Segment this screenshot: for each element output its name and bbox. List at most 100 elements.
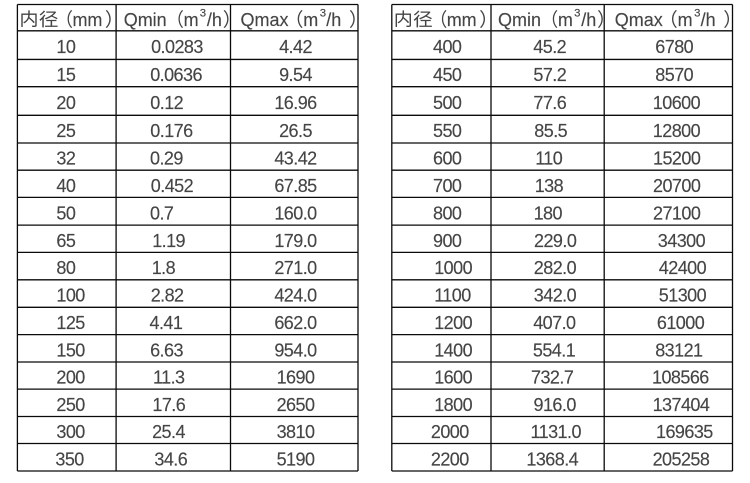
svg-text:Qmin: Qmin xyxy=(498,10,541,30)
svg-text:1800: 1800 xyxy=(434,395,472,415)
svg-text:407.0: 407.0 xyxy=(533,313,576,333)
svg-text:m: m xyxy=(678,10,693,30)
svg-text:15: 15 xyxy=(56,65,75,85)
svg-text:3: 3 xyxy=(574,7,580,19)
svg-text:83121: 83121 xyxy=(655,340,703,360)
svg-text:300: 300 xyxy=(56,422,85,442)
svg-text:160.0: 160.0 xyxy=(274,203,317,223)
svg-text:25: 25 xyxy=(56,121,75,141)
svg-text:800: 800 xyxy=(433,203,462,223)
svg-text:50: 50 xyxy=(56,203,75,223)
svg-text:229.0: 229.0 xyxy=(534,231,577,251)
svg-text:0.29: 0.29 xyxy=(150,149,183,169)
svg-text:1200: 1200 xyxy=(434,313,472,333)
svg-text:3: 3 xyxy=(200,7,206,19)
svg-text:17.6: 17.6 xyxy=(152,395,185,415)
svg-text:67.85: 67.85 xyxy=(274,176,317,196)
svg-text:916.0: 916.0 xyxy=(534,395,577,415)
svg-text:1.8: 1.8 xyxy=(152,258,176,278)
svg-text:16.96: 16.96 xyxy=(274,93,317,113)
svg-text:m: m xyxy=(558,10,573,30)
svg-text:450: 450 xyxy=(433,65,462,85)
svg-text:2650: 2650 xyxy=(277,395,315,415)
svg-text:0.0636: 0.0636 xyxy=(150,65,202,85)
svg-text:42400: 42400 xyxy=(659,258,707,278)
svg-text:137404: 137404 xyxy=(653,395,710,415)
svg-text:271.0: 271.0 xyxy=(274,258,317,278)
svg-text:554.1: 554.1 xyxy=(533,340,576,360)
svg-text:9.54: 9.54 xyxy=(279,65,312,85)
svg-text:1000: 1000 xyxy=(434,258,472,278)
svg-text:8570: 8570 xyxy=(655,65,693,85)
svg-text:/h: /h xyxy=(581,10,596,30)
svg-text:6.63: 6.63 xyxy=(150,340,183,360)
svg-text:10: 10 xyxy=(56,37,75,57)
svg-text:20700: 20700 xyxy=(653,176,701,196)
svg-text:57.2: 57.2 xyxy=(533,65,566,85)
svg-text:32: 32 xyxy=(56,149,75,169)
svg-text:10600: 10600 xyxy=(653,93,701,113)
svg-text:27100: 27100 xyxy=(653,203,701,223)
svg-text:600: 600 xyxy=(433,149,462,169)
svg-text:0.0283: 0.0283 xyxy=(151,37,203,57)
svg-text:40: 40 xyxy=(56,176,75,196)
svg-text:954.0: 954.0 xyxy=(274,340,317,360)
svg-text:45.2: 45.2 xyxy=(533,37,566,57)
svg-text:342.0: 342.0 xyxy=(534,286,577,306)
svg-text:1.19: 1.19 xyxy=(152,231,185,251)
svg-text:732.7: 732.7 xyxy=(531,368,574,388)
svg-text:12800: 12800 xyxy=(653,121,701,141)
svg-text:0.452: 0.452 xyxy=(151,176,194,196)
svg-text:65: 65 xyxy=(56,231,75,251)
svg-text:11.3: 11.3 xyxy=(153,368,185,388)
svg-text:138: 138 xyxy=(535,176,564,196)
svg-text:80: 80 xyxy=(56,258,75,278)
svg-text:550: 550 xyxy=(433,121,462,141)
svg-text:85.5: 85.5 xyxy=(534,121,567,141)
svg-text:2000: 2000 xyxy=(431,422,469,442)
svg-text:15200: 15200 xyxy=(653,149,701,169)
svg-text:282.0: 282.0 xyxy=(534,258,577,278)
svg-text:Qmin: Qmin xyxy=(124,10,167,30)
svg-text:20: 20 xyxy=(56,93,75,113)
svg-text:0.12: 0.12 xyxy=(150,93,183,113)
svg-text:0.176: 0.176 xyxy=(150,121,193,141)
svg-text:125: 125 xyxy=(56,313,85,333)
svg-text:0.7: 0.7 xyxy=(150,203,174,223)
svg-text:250: 250 xyxy=(56,395,85,415)
svg-text:4.41: 4.41 xyxy=(150,313,183,333)
svg-text:4.42: 4.42 xyxy=(279,37,312,57)
svg-text:Qmax: Qmax xyxy=(615,10,663,30)
svg-text:/h: /h xyxy=(207,10,222,30)
svg-text:1368.4: 1368.4 xyxy=(526,449,578,469)
svg-text:6780: 6780 xyxy=(655,37,693,57)
svg-text:700: 700 xyxy=(433,176,462,196)
svg-text:500: 500 xyxy=(433,93,462,113)
svg-text:200: 200 xyxy=(56,368,85,388)
svg-text:2.82: 2.82 xyxy=(151,286,184,306)
svg-text:1400: 1400 xyxy=(434,340,472,360)
svg-text:1690: 1690 xyxy=(277,368,315,388)
svg-text:34300: 34300 xyxy=(658,231,706,251)
svg-text:350: 350 xyxy=(55,449,84,469)
svg-text:179.0: 179.0 xyxy=(274,231,317,251)
svg-text:1131.0: 1131.0 xyxy=(531,422,582,442)
svg-text:mm: mm xyxy=(447,10,477,30)
svg-text:400: 400 xyxy=(433,37,462,57)
svg-text:110: 110 xyxy=(535,149,563,169)
svg-text:26.5: 26.5 xyxy=(279,121,312,141)
svg-text:mm: mm xyxy=(73,10,103,30)
svg-text:25.4: 25.4 xyxy=(152,422,185,442)
svg-text:34.6: 34.6 xyxy=(154,449,187,469)
svg-text:77.6: 77.6 xyxy=(533,93,566,113)
svg-text:43.42: 43.42 xyxy=(274,149,317,169)
svg-text:2200: 2200 xyxy=(431,449,469,469)
svg-text:424.0: 424.0 xyxy=(274,286,317,306)
svg-text:3: 3 xyxy=(694,7,700,19)
svg-text:3: 3 xyxy=(320,7,326,19)
svg-text:/h: /h xyxy=(701,10,716,30)
svg-text:169635: 169635 xyxy=(656,422,713,442)
svg-text:150: 150 xyxy=(56,340,85,360)
svg-text:3810: 3810 xyxy=(277,422,315,442)
svg-text:100: 100 xyxy=(56,286,85,306)
